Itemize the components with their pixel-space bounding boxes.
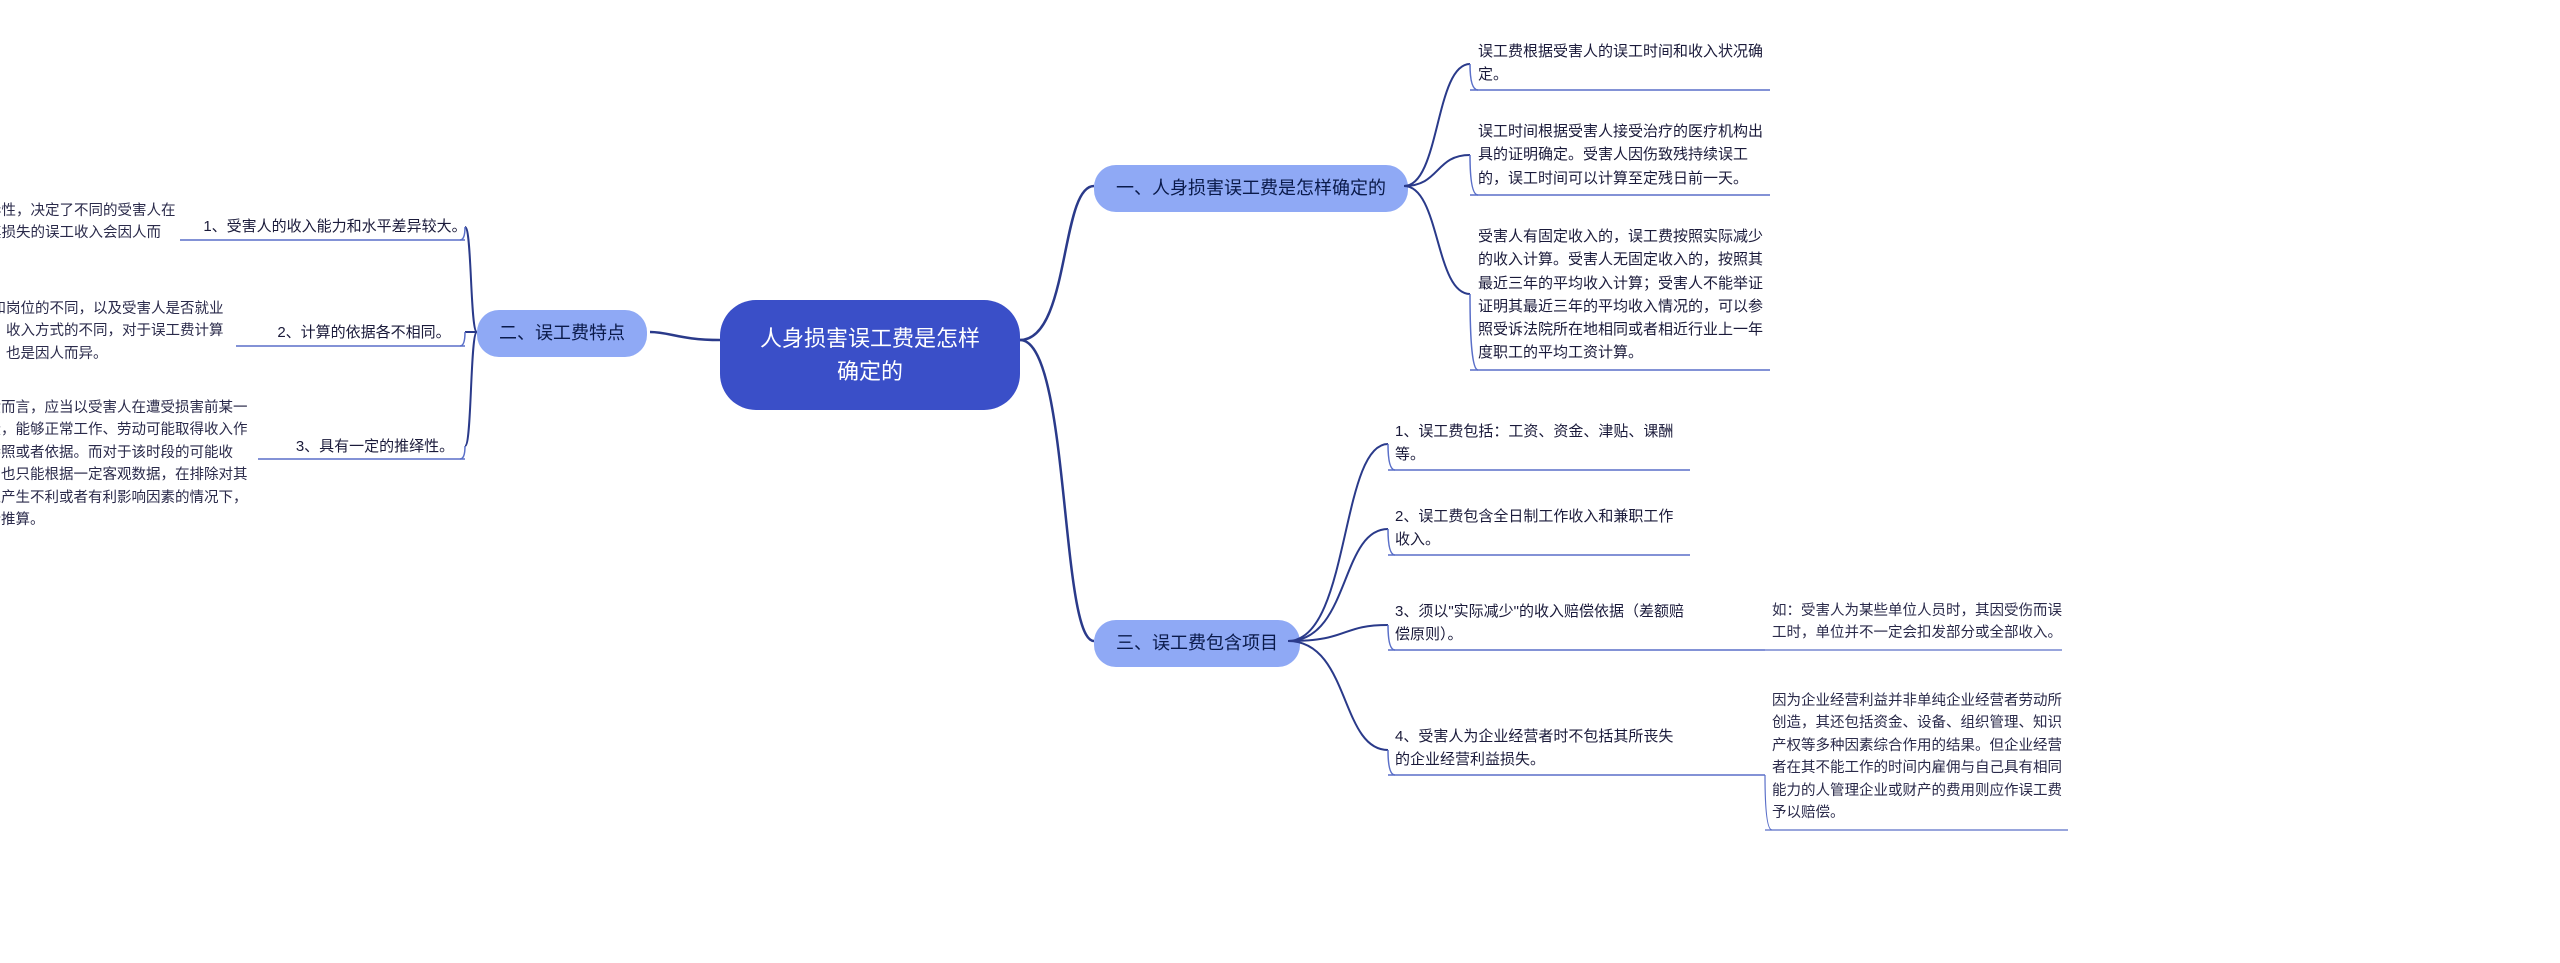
left-0-desc-0-text: 客观存在的差异性，决定了不同的受害人在遭受损害后，其损失的误工收入会因人而异。: [0, 200, 180, 267]
branch-left-0-label: 二、误工费特点: [499, 320, 625, 347]
right-1-leaf-0-text: 1、误工费包括：工资、资金、津贴、课酬等。: [1395, 420, 1685, 467]
left-0-desc-2: 一般而言，应当以受害人在遭受损害前某一时段，能够正常工作、劳动可能取得收入作为参…: [0, 397, 257, 532]
right-1-leaf-3: 4、受害人为企业经营者时不包括其所丧失的企业经营利益损失。: [1395, 725, 1685, 772]
branch-left-0[interactable]: 二、误工费特点: [477, 310, 647, 357]
left-0-desc-2-text: 一般而言，应当以受害人在遭受损害前某一时段，能够正常工作、劳动可能取得收入作为参…: [0, 397, 257, 532]
right-0-leaf-2-text: 受害人有固定收入的，误工费按照实际减少的收入计算。受害人无固定收入的，按照其最近…: [1478, 225, 1768, 365]
left-0-leaf-2: 3、具有一定的推绎性。: [290, 435, 460, 458]
right-1-leaf-0: 1、误工费包括：工资、资金、津贴、课酬等。: [1395, 420, 1685, 467]
right-1-leaf-2: 3、须以"实际减少"的收入赔偿依据（差额赔偿原则）。: [1395, 600, 1685, 647]
right-0-leaf-1-text: 误工时间根据受害人接受治疗的医疗机构出具的证明确定。受害人因伤致残持续误工的，误…: [1478, 120, 1768, 190]
branch-right-1-label: 三、误工费包含项目: [1116, 630, 1278, 657]
left-0-leaf-0-text: 1、受害人的收入能力和水平差异较大。: [203, 215, 466, 238]
left-0-leaf-2-text: 3、具有一定的推绎性。: [296, 435, 454, 458]
left-0-desc-1-text: 因行业和岗位的不同，以及受害人是否就业的不同，收入方式的不同，对于误工费计算的依…: [0, 298, 236, 365]
left-0-desc-0: 客观存在的差异性，决定了不同的受害人在遭受损害后，其损失的误工收入会因人而异。: [0, 200, 180, 267]
right-1-leaf-3-text: 4、受害人为企业经营者时不包括其所丧失的企业经营利益损失。: [1395, 725, 1685, 772]
right-0-leaf-2: 受害人有固定收入的，误工费按照实际减少的收入计算。受害人无固定收入的，按照其最近…: [1478, 225, 1768, 365]
right-1-desc-2: 如：受害人为某些单位人员时，其因受伤而误工时，单位并不一定会扣发部分或全部收入。: [1772, 600, 2062, 645]
right-0-leaf-0: 误工费根据受害人的误工时间和收入状况确定。: [1478, 40, 1766, 87]
right-1-desc-3: 因为企业经营利益并非单纯企业经营者劳动所创造，其还包括资金、设备、组织管理、知识…: [1772, 690, 2062, 825]
right-1-leaf-2-text: 3、须以"实际减少"的收入赔偿依据（差额赔偿原则）。: [1395, 600, 1685, 647]
right-1-desc-2-text: 如：受害人为某些单位人员时，其因受伤而误工时，单位并不一定会扣发部分或全部收入。: [1772, 600, 2062, 645]
connectors-svg: [0, 0, 2560, 963]
right-1-leaf-1-text: 2、误工费包含全日制工作收入和兼职工作收入。: [1395, 505, 1685, 552]
right-1-leaf-1: 2、误工费包含全日制工作收入和兼职工作收入。: [1395, 505, 1685, 552]
left-0-desc-1: 因行业和岗位的不同，以及受害人是否就业的不同，收入方式的不同，对于误工费计算的依…: [0, 298, 236, 365]
branch-right-0-label: 一、人身损害误工费是怎样确定的: [1116, 175, 1386, 202]
root-node[interactable]: 人身损害误工费是怎样确定的: [720, 300, 1020, 410]
branch-right-1[interactable]: 三、误工费包含项目: [1094, 620, 1300, 667]
right-0-leaf-1: 误工时间根据受害人接受治疗的医疗机构出具的证明确定。受害人因伤致残持续误工的，误…: [1478, 120, 1768, 190]
left-0-leaf-1: 2、计算的依据各不相同。: [264, 321, 464, 344]
left-0-leaf-1-text: 2、计算的依据各不相同。: [277, 321, 450, 344]
left-0-leaf-0: 1、受害人的收入能力和水平差异较大。: [200, 215, 470, 238]
right-1-desc-3-text: 因为企业经营利益并非单纯企业经营者劳动所创造，其还包括资金、设备、组织管理、知识…: [1772, 690, 2062, 825]
root-label: 人身损害误工费是怎样确定的: [756, 322, 984, 388]
right-0-leaf-0-text: 误工费根据受害人的误工时间和收入状况确定。: [1478, 40, 1766, 87]
branch-right-0[interactable]: 一、人身损害误工费是怎样确定的: [1094, 165, 1408, 212]
